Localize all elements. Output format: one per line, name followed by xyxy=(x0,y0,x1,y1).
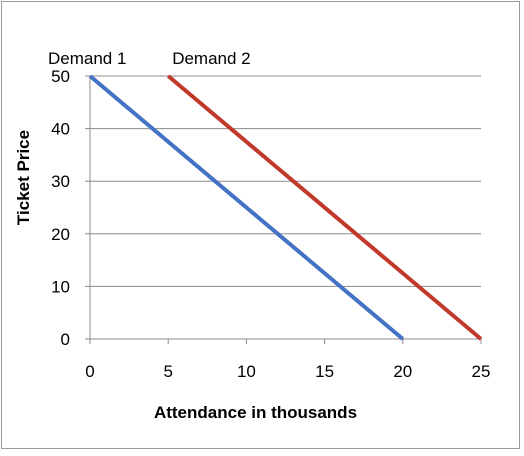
series-labels: Demand 1 Demand 2 xyxy=(48,49,251,68)
x-axis-title: Attendance in thousands xyxy=(154,403,357,422)
series-line-1 xyxy=(88,74,405,341)
x-tick-label: 5 xyxy=(163,362,172,381)
x-tick-label: 25 xyxy=(472,362,491,381)
x-tick-label: 15 xyxy=(315,362,334,381)
x-tick-label: 20 xyxy=(393,362,412,381)
series-lines xyxy=(88,74,483,341)
x-tick-label: 0 xyxy=(85,362,94,381)
grid-lines xyxy=(90,75,481,287)
y-axis-title: Ticket Price xyxy=(14,130,33,225)
y-tick-label: 0 xyxy=(61,330,70,349)
axes xyxy=(85,75,482,344)
y-tick-label: 40 xyxy=(51,120,70,139)
x-tick-label: 10 xyxy=(237,362,256,381)
tick-labels: 0 10 20 30 40 50 0 5 10 15 20 25 xyxy=(51,67,490,381)
series-label-1: Demand 1 xyxy=(48,49,126,68)
y-tick-label: 30 xyxy=(51,172,70,191)
y-tick-label: 20 xyxy=(51,225,70,244)
series-line-2 xyxy=(166,74,483,341)
series-label-2: Demand 2 xyxy=(172,49,250,68)
y-tick-label: 50 xyxy=(51,67,70,86)
y-tick-label: 10 xyxy=(51,277,70,296)
